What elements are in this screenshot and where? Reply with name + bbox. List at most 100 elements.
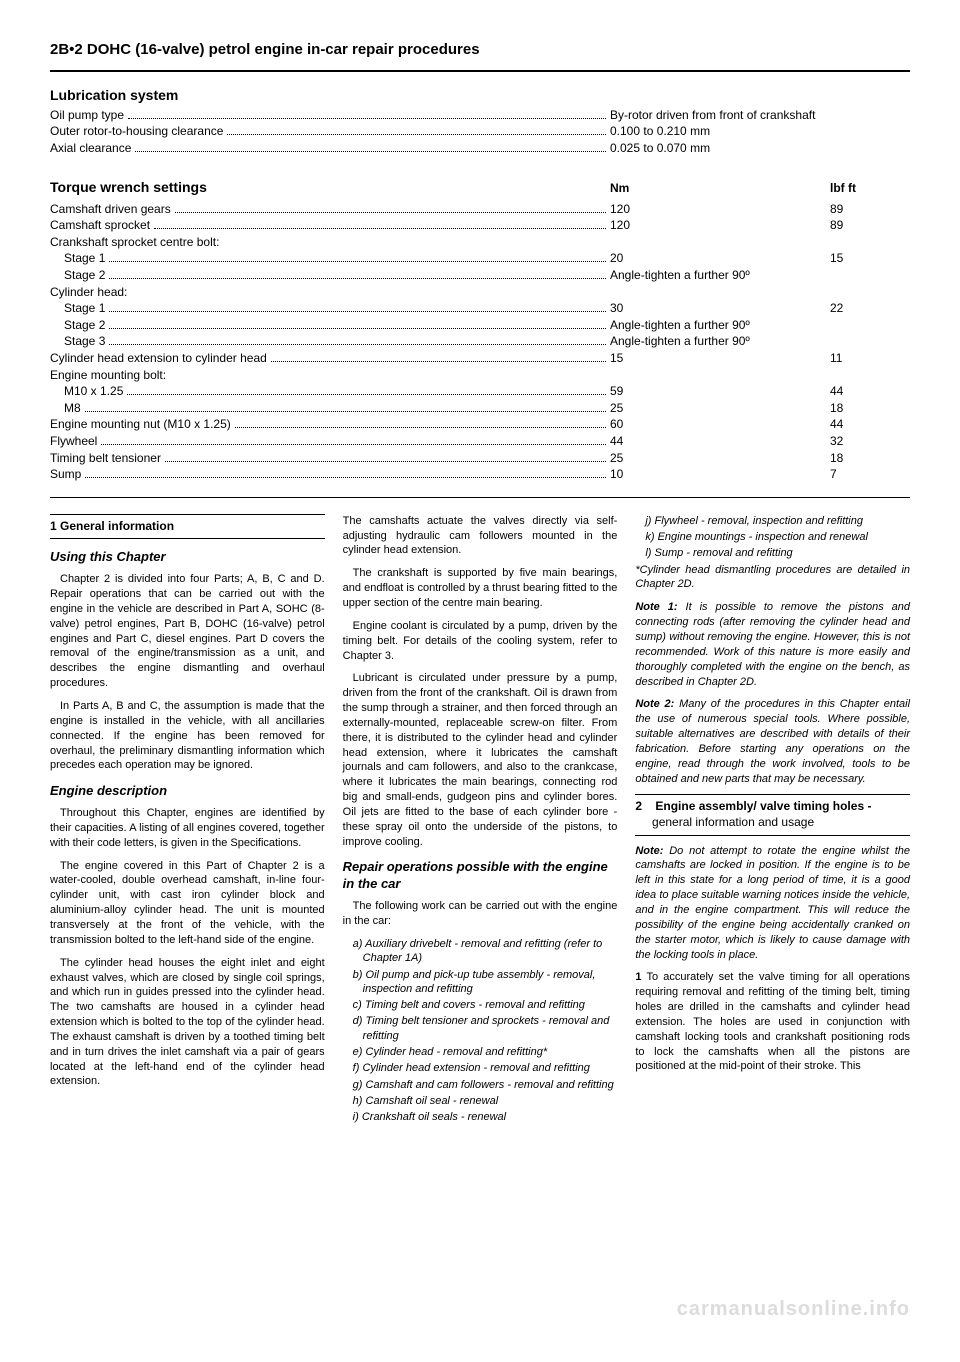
leader-dots [101, 437, 606, 445]
col2-p5: The following work can be carried out wi… [343, 899, 618, 929]
torque-nm: 20 [610, 251, 830, 267]
list-item: g) Camshaft and cam followers - removal … [353, 1078, 618, 1092]
spec-label: Oil pump type [50, 108, 124, 124]
torque-nm: 15 [610, 351, 830, 367]
torque-lbf: 89 [830, 202, 910, 218]
torque-row: Camshaft sprocket12089 [50, 218, 910, 234]
col1-p4: The engine covered in this Part of Chapt… [50, 859, 325, 948]
torque-lbf-header: lbf ft [830, 181, 910, 197]
torque-row: Flywheel4432 [50, 434, 910, 450]
torque-row: Engine mounting bolt: [50, 368, 910, 384]
col3-note2: Note 2: Many of the procedures in this C… [635, 697, 910, 786]
torque-label: M10 x 1.25 [50, 384, 123, 400]
torque-row: Timing belt tensioner2518 [50, 451, 910, 467]
leader-dots [127, 387, 606, 395]
torque-lbf: 7 [830, 467, 910, 483]
list-item: k) Engine mountings - inspection and ren… [645, 530, 910, 544]
torque-row: Stage 3 Angle-tighten a further 90º [50, 334, 910, 350]
section-2-heading: 2 Engine assembly/ valve timing holes - … [635, 794, 910, 835]
section-2-sub: general information and usage [652, 815, 814, 829]
section-1-heading: 1 General information [50, 514, 325, 540]
torque-nm: Angle-tighten a further 90º [610, 318, 830, 334]
spec-row: Axial clearance0.025 to 0.070 mm [50, 141, 910, 157]
torque-label: Engine mounting nut (M10 x 1.25) [50, 417, 231, 433]
engine-description-heading: Engine description [50, 783, 325, 800]
torque-nm: Angle-tighten a further 90º [610, 334, 830, 350]
torque-lbf: 44 [830, 384, 910, 400]
torque-label: Cylinder head extension to cylinder head [50, 351, 267, 367]
section-2-title: Engine assembly/ valve timing holes - [655, 799, 871, 813]
note3-text: Do not attempt to rotate the engine whil… [635, 845, 910, 961]
list-item: l) Sump - removal and refitting [645, 546, 910, 560]
leader-dots [235, 420, 606, 428]
torque-nm: 120 [610, 218, 830, 234]
column-2: The camshafts actuate the valves directl… [343, 514, 618, 1127]
body-columns: 1 General information Using this Chapter… [50, 514, 910, 1127]
torque-row: Cylinder head: [50, 285, 910, 301]
leader-dots [109, 304, 606, 312]
leader-dots [154, 221, 606, 229]
col3-p1: *Cylinder head dismantling procedures ar… [635, 563, 910, 593]
list-item: c) Timing belt and covers - removal and … [353, 998, 618, 1012]
torque-row: M10 x 1.255944 [50, 384, 910, 400]
col2-p1: The camshafts actuate the valves directl… [343, 514, 618, 559]
spec-row: Oil pump type By-rotor driven from front … [50, 108, 910, 124]
torque-label: Sump [50, 467, 81, 483]
list-item: d) Timing belt tensioner and sprockets -… [353, 1014, 618, 1043]
leader-dots [175, 204, 606, 212]
leader-dots [165, 453, 606, 461]
note1-label: Note 1: [635, 601, 677, 613]
section-2-num: 2 [635, 799, 642, 813]
col3-note3: Note: Do not attempt to rotate the engin… [635, 844, 910, 963]
note2-label: Note 2: [635, 698, 674, 710]
using-chapter-heading: Using this Chapter [50, 549, 325, 566]
torque-row: Engine mounting nut (M10 x 1.25)6044 [50, 417, 910, 433]
torque-label: Crankshaft sprocket centre bolt: [50, 235, 219, 251]
leader-dots [128, 110, 606, 118]
leader-dots [85, 403, 606, 411]
divider-top [50, 70, 910, 72]
torque-label: Stage 2 [50, 268, 105, 284]
col2-p2: The crankshaft is supported by five main… [343, 566, 618, 611]
leader-dots [109, 254, 606, 262]
spec-label: Outer rotor-to-housing clearance [50, 124, 223, 140]
torque-lbf: 89 [830, 218, 910, 234]
torque-lbf: 15 [830, 251, 910, 267]
column-3: j) Flywheel - removal, inspection and re… [635, 514, 910, 1127]
col1-p1: Chapter 2 is divided into four Parts; A,… [50, 572, 325, 691]
torque-label: Stage 1 [50, 251, 105, 267]
note3-label: Note: [635, 845, 663, 857]
torque-label: Flywheel [50, 434, 97, 450]
list-item: b) Oil pump and pick-up tube assembly - … [353, 968, 618, 997]
list-item: e) Cylinder head - removal and refitting… [353, 1045, 618, 1059]
note1-text: It is possible to remove the pistons and… [635, 601, 910, 687]
torque-lbf: 11 [830, 351, 910, 367]
torque-row: Stage 1 2015 [50, 251, 910, 267]
note2-text: Many of the procedures in this Chapter e… [635, 698, 910, 784]
col1-p2: In Parts A, B and C, the assumption is m… [50, 699, 325, 773]
page-header: 2B•2 DOHC (16-valve) petrol engine in-ca… [50, 40, 910, 60]
watermark: carmanualsonline.info [677, 1296, 910, 1322]
torque-nm: 120 [610, 202, 830, 218]
list-item: i) Crankshaft oil seals - renewal [353, 1110, 618, 1124]
torque-row: Stage 2Angle-tighten a further 90º [50, 318, 910, 334]
col3-note1: Note 1: It is possible to remove the pis… [635, 600, 910, 689]
torque-nm: 25 [610, 451, 830, 467]
torque-row: M82518 [50, 401, 910, 417]
leader-dots [109, 320, 606, 328]
torque-row: Sump 107 [50, 467, 910, 483]
list-item: j) Flywheel - removal, inspection and re… [645, 514, 910, 528]
lubrication-title: Lubrication system [50, 86, 910, 104]
spec-value: By-rotor driven from front of crankshaft [610, 108, 910, 124]
torque-nm: 10 [610, 467, 830, 483]
repair-list-cont: j) Flywheel - removal, inspection and re… [635, 514, 910, 561]
torque-lbf: 22 [830, 301, 910, 317]
spec-value: 0.100 to 0.210 mm [610, 124, 910, 140]
torque-nm-header: Nm [610, 181, 830, 197]
torque-label: Stage 3 [50, 334, 105, 350]
column-1: 1 General information Using this Chapter… [50, 514, 325, 1127]
torque-row: Camshaft driven gears12089 [50, 202, 910, 218]
col2-p3: Engine coolant is circulated by a pump, … [343, 619, 618, 664]
torque-row: Crankshaft sprocket centre bolt: [50, 235, 910, 251]
torque-lbf: 18 [830, 401, 910, 417]
